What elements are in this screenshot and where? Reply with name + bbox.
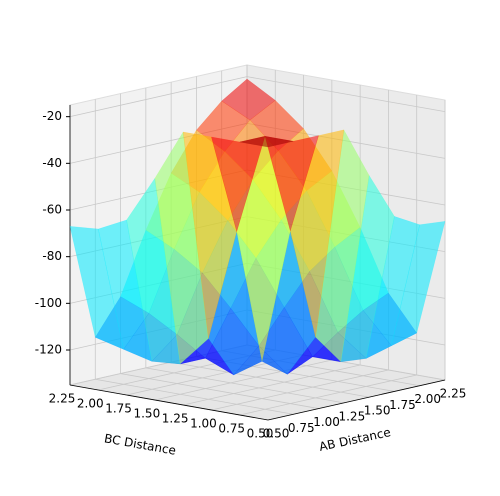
surface-cell [211, 135, 266, 233]
x-tick-label: 0.75 [288, 421, 315, 435]
y-tick-label: 1.75 [105, 402, 132, 416]
x-tick-label: 1.25 [338, 409, 365, 423]
x-tick-label: 1.00 [313, 415, 340, 429]
y-axis-label: BC Distance [103, 431, 177, 457]
grid-line [69, 76, 248, 118]
y-tick-label: 2.00 [77, 397, 104, 411]
z-tick-label: -120 [35, 343, 62, 357]
surface-cell [239, 136, 294, 148]
z-tick-label: -100 [35, 296, 62, 310]
z-tick-label: -20 [42, 109, 62, 123]
grid-line [183, 364, 361, 406]
axis-line [69, 384, 269, 421]
z-tick-label: -40 [42, 156, 62, 170]
grid-line [95, 378, 294, 415]
y-tick-label: 1.00 [190, 417, 217, 431]
axis-line [267, 379, 446, 421]
grid-line [154, 359, 332, 401]
x-axis-label: AB Distance [318, 425, 392, 454]
y-tick-label: 2.25 [49, 392, 76, 406]
x-tick-label: 2.25 [440, 387, 467, 401]
x-tick-label: 2.00 [414, 392, 441, 406]
y-tick-label: 1.50 [133, 407, 160, 421]
surface-cell [126, 177, 181, 365]
surface-cell [182, 131, 237, 339]
z-tick-label: -80 [42, 249, 62, 263]
x-tick-label: 1.75 [389, 398, 416, 412]
z-tick-label: -60 [42, 203, 62, 217]
grid-line [120, 373, 319, 409]
grid-line [171, 361, 370, 398]
x-tick-label: 0.50 [263, 427, 290, 441]
y-tick-label: 0.50 [247, 427, 274, 441]
y-tick-label: 1.25 [162, 412, 189, 426]
grid-line [246, 76, 446, 113]
x-tick-label: 1.50 [364, 404, 391, 418]
grid-line [211, 369, 389, 411]
grid-line [239, 374, 417, 416]
surface-cell [391, 221, 446, 347]
y-tick-label: 0.75 [218, 422, 245, 436]
grid-line [145, 367, 344, 404]
surface-cell [69, 226, 124, 350]
surface-cell [287, 336, 342, 375]
surface-cell [290, 129, 345, 338]
